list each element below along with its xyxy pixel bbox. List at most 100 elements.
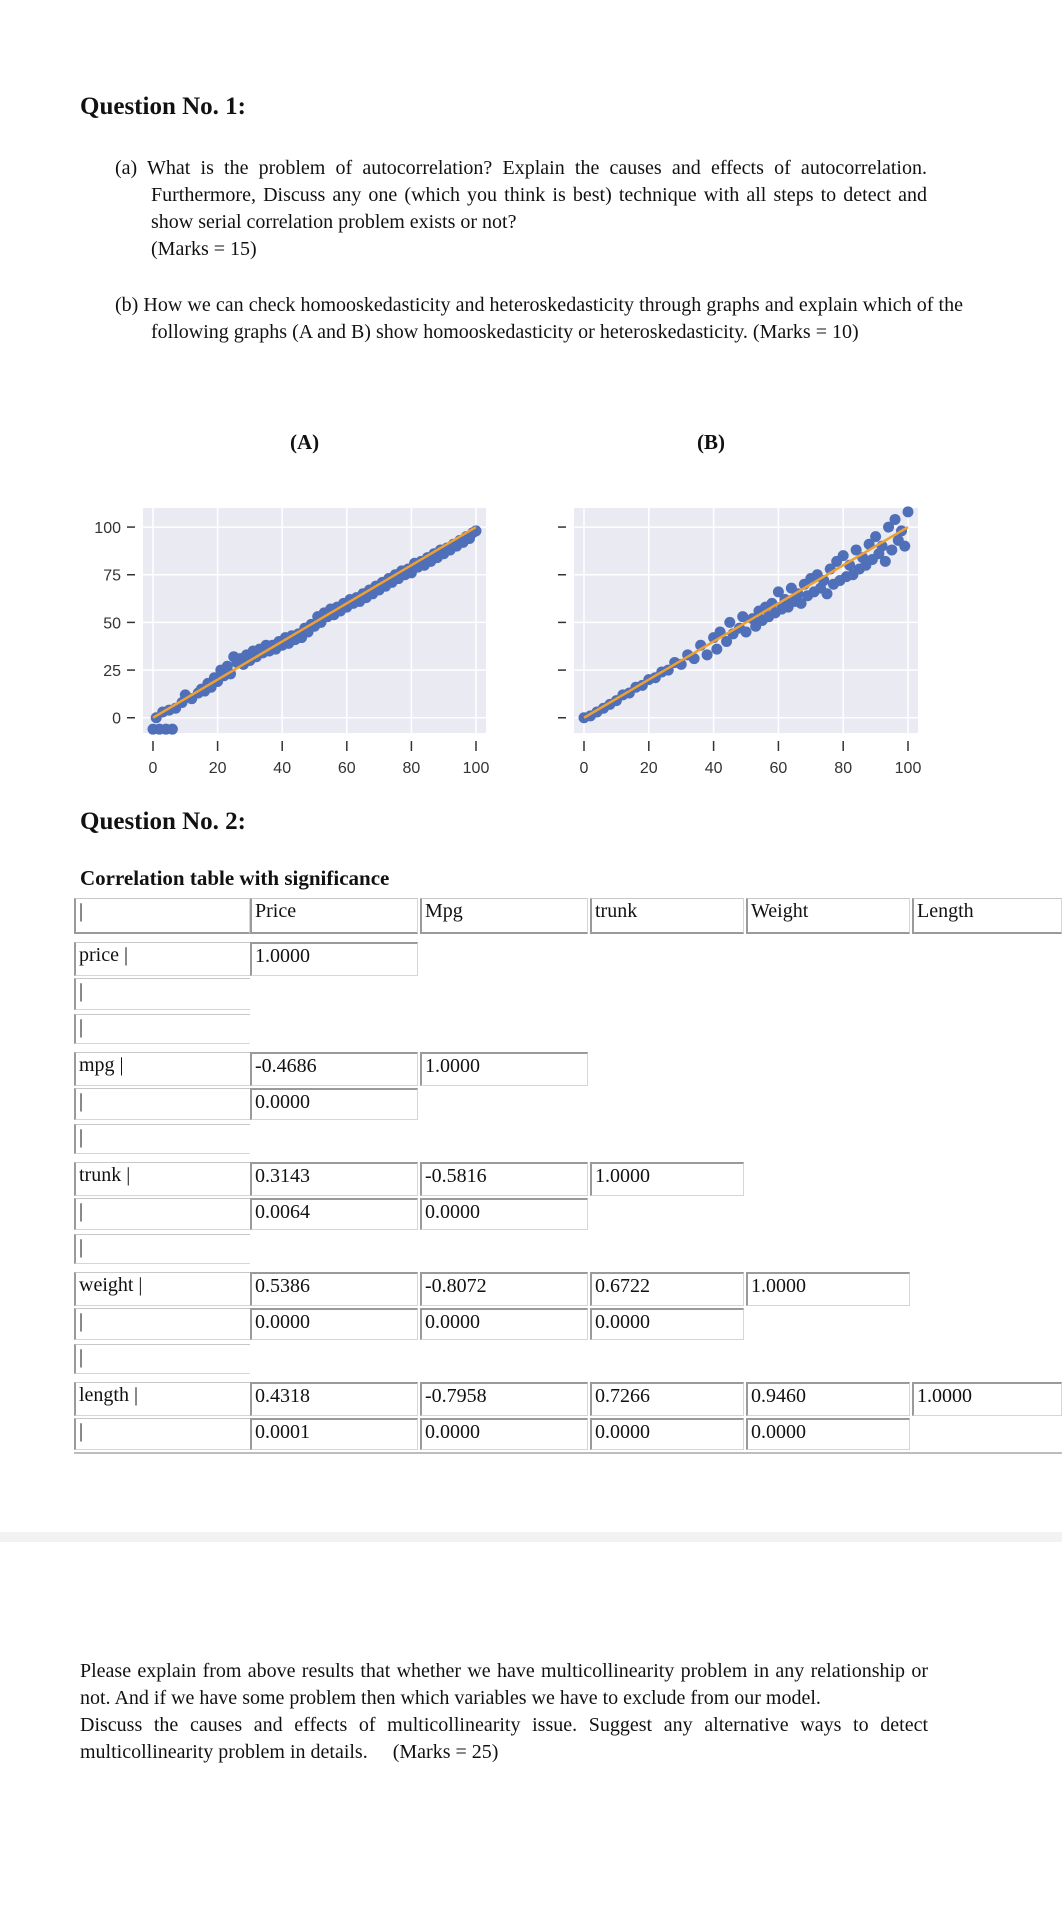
question-2-paragraph-2-text: Discuss the causes and effects of multic… [80,1714,928,1763]
question-1-title: Question No. 1: [80,93,246,120]
row-spacer: | [74,1014,250,1044]
chart-a-y-tick-label: 100 [94,520,121,537]
chart-b-point [721,635,733,647]
chart-b-point [701,649,713,661]
question-2-instructions: Please explain from above results that w… [80,1658,928,1766]
table-bottom-rule [74,1452,1062,1454]
question-1a-marks: (Marks = 15) [151,238,257,260]
sig-cell: 0.0000 [420,1198,588,1230]
chart-b-x-tick-label: 100 [895,760,922,777]
chart-b-x-tick-label: 0 [580,760,589,777]
sig-cell: 0.0000 [420,1308,588,1340]
scatter-charts: 0 20 40 60 80 100 100 75 50 25 0 0 20 40 60 80 100 [94,506,921,777]
question-2-title: Question No. 2: [80,808,246,835]
row-label-2: trunk | [74,1162,250,1196]
chart-a-x-tick-label: 80 [403,760,421,777]
coef-cell: -0.7958 [420,1382,588,1416]
sig-cell: 0.0000 [590,1418,744,1450]
chart-b-label: (B) [697,430,725,454]
sig-cell: 0.0064 [250,1198,418,1230]
chart-b-x-tick-label: 60 [770,760,788,777]
chart-a-x-tick-label: 20 [209,760,227,777]
chart-a-x-tick-label: 60 [338,760,356,777]
chart-b-point [889,513,901,525]
row-spacer: | [74,1418,250,1450]
coef-cell: 0.4318 [250,1382,418,1416]
coef-cell: 0.5386 [250,1272,418,1306]
question-1a: (a) What is the problem of autocorrelati… [115,155,927,263]
row-spacer: | [74,1124,250,1154]
coef-cell: 1.0000 [250,942,418,976]
table-header-weight: Weight [746,898,910,934]
coef-cell: 0.7266 [590,1382,744,1416]
coef-cell: -0.8072 [420,1272,588,1306]
row-spacer: | [74,1088,250,1120]
coef-cell: 1.0000 [590,1162,744,1196]
row-label-0: price | [74,942,250,976]
question-2-paragraph-1: Please explain from above results that w… [80,1660,928,1709]
row-label-4: length | [74,1382,250,1416]
table-header-trunk: trunk [590,898,744,934]
table-header-stub: | [74,898,250,934]
chart-b-point [879,555,891,567]
chart-a-y-tick-label: 50 [103,615,121,632]
coef-cell: -0.4686 [250,1052,418,1086]
chart-a-y-tick-label: 25 [103,663,121,680]
chart-b-point [711,643,723,655]
chart-b-x-tick-label: 80 [834,760,852,777]
row-spacer: | [74,1344,250,1374]
chart-a-fit-line [152,525,477,719]
chart-b-point [724,616,736,628]
row-label-1: mpg | [74,1052,250,1086]
chart-b: 0 20 40 60 80 100 [558,506,921,777]
chart-b-x-tick-label: 40 [705,760,723,777]
question-1a-text: (a) What is the problem of autocorrelati… [115,157,927,233]
sig-cell: 0.0000 [250,1308,418,1340]
row-label-3: weight | [74,1272,250,1306]
chart-b-point [899,540,911,552]
row-spacer: | [74,1198,250,1230]
chart-b-point [850,544,862,556]
chart-b-x-tick-label: 20 [640,760,658,777]
chart-b-point [883,521,895,533]
chart-b-point [837,550,849,562]
chart-a-x-tick-label: 0 [149,760,158,777]
chart-a: 0 20 40 60 80 100 100 75 50 25 0 [94,508,489,777]
chart-b-point [886,544,898,556]
question-1b: (b) How we can check homooskedasticity a… [115,294,963,343]
chart-a-y-tick-label: 75 [103,568,121,585]
row-spacer: | [74,1308,250,1340]
chart-b-fit-line [583,525,909,719]
chart-b-point [795,597,807,609]
chart-b-point [772,586,784,598]
chart-a-point [166,723,178,735]
chart-b-point [902,506,914,518]
chart-a-y-tick-label: 0 [112,711,121,728]
table-header-mpg: Mpg [420,898,588,934]
table-title: Correlation table with significance [80,866,390,890]
chart-a-x-tick-label: 100 [463,760,490,777]
coef-cell: -0.5816 [420,1162,588,1196]
table-header-length: Length [912,898,1062,934]
coef-cell: 0.6722 [590,1272,744,1306]
question-2-paragraph-2: Discuss the causes and effects of multic… [80,1712,928,1766]
question-2-marks: (Marks = 25) [392,1741,499,1763]
chart-b-point [870,531,882,543]
sig-cell: 0.0000 [250,1088,418,1120]
chart-a-point [470,525,482,537]
table-header-price: Price [250,898,418,934]
chart-b-point [737,611,749,623]
page-gap [0,1532,1062,1542]
coef-cell: 0.9460 [746,1382,910,1416]
sig-cell: 0.0000 [590,1308,744,1340]
row-spacer: | [74,978,250,1010]
sig-cell: 0.0001 [250,1418,418,1450]
chart-b-point [821,588,833,600]
row-spacer: | [74,1234,250,1264]
chart-b-point [740,626,752,638]
coef-cell: 1.0000 [420,1052,588,1086]
chart-a-x-tick-label: 40 [273,760,291,777]
coef-cell: 0.3143 [250,1162,418,1196]
sig-cell: 0.0000 [420,1418,588,1450]
chart-a-label: (A) [290,430,320,454]
